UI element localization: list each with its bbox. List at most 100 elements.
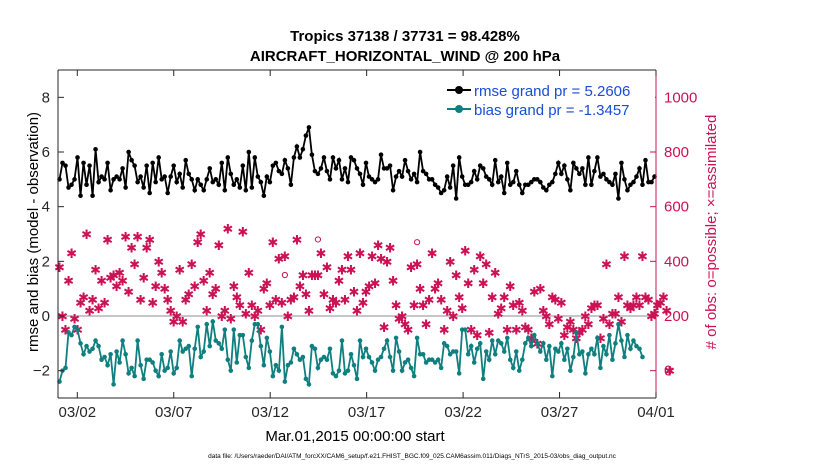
- rmse-point: [495, 179, 501, 185]
- obs-count-marker: ✱: [78, 291, 89, 306]
- bias-point: [213, 338, 219, 343]
- obs-count-marker: ✱: [255, 324, 266, 339]
- obs-count-marker: ✱: [282, 310, 293, 325]
- obs-count-marker: ✱: [379, 321, 390, 336]
- obs-count-marker: ✱: [291, 233, 302, 248]
- obs-count-marker: ✱: [661, 305, 672, 320]
- y-tick-label-left: 8: [42, 89, 50, 106]
- obs-count-marker: ✱: [622, 299, 633, 314]
- obs-possible-marker: [281, 271, 288, 279]
- obs-count-marker: ✱: [382, 255, 393, 270]
- rmse-point: [165, 190, 170, 196]
- obs-count-marker: ✱: [628, 299, 639, 314]
- obs-count-marker: ✱: [165, 305, 176, 320]
- rmse-point: [357, 171, 363, 177]
- obs-count-marker: ✱: [370, 277, 381, 292]
- obs-count-marker: ✱: [388, 274, 399, 289]
- rmse-point: [249, 185, 255, 190]
- rmse-point: [303, 133, 309, 138]
- obs-count-marker: ✱: [460, 244, 471, 259]
- obs-count-marker: ✱: [544, 318, 555, 333]
- bias-point: [444, 343, 450, 349]
- obs-count-marker: ✱: [481, 258, 492, 273]
- bias-point: [420, 351, 426, 357]
- bias-point: [258, 343, 264, 349]
- bias-point: [547, 343, 552, 349]
- bias-point: [625, 332, 630, 338]
- rmse-point: [114, 174, 119, 179]
- bias-point: [541, 341, 546, 346]
- obs-count-marker: ✱: [412, 258, 423, 273]
- obs-count-marker: ✱: [649, 307, 660, 322]
- rmse-point: [510, 179, 516, 185]
- obs-count-marker: ✱: [156, 266, 167, 281]
- rmse-point: [360, 182, 366, 188]
- rmse-point: [210, 179, 216, 185]
- obs-count-marker: ✱: [234, 299, 245, 314]
- obs-count-marker: ✱: [442, 305, 453, 320]
- obs-count-marker: ✱: [433, 277, 444, 292]
- rmse-point: [111, 177, 116, 182]
- obs-count-marker: ✱: [207, 288, 218, 303]
- obs-count-marker: ✱: [99, 296, 110, 311]
- obs-count-marker: ✱: [343, 250, 354, 265]
- bias-point: [516, 368, 522, 373]
- bias-point: [126, 371, 131, 376]
- obs-count-marker: ✱: [604, 318, 615, 333]
- bias-point: [601, 343, 606, 349]
- x-tick-label: 03/07: [155, 404, 193, 421]
- x-tick-label: 04/01: [637, 404, 675, 421]
- rmse-point: [237, 185, 243, 190]
- y-tick-label-left: 0: [42, 308, 50, 325]
- bias-point: [339, 338, 345, 343]
- bias-point: [550, 373, 555, 379]
- bias-point: [640, 354, 645, 360]
- obs-count-marker: ✱: [553, 313, 564, 328]
- bias-point: [165, 365, 170, 371]
- obs-count-marker: ✱: [300, 288, 311, 303]
- obs-count-marker: ✱: [174, 264, 185, 279]
- bias-point: [574, 330, 579, 335]
- chart-title: Tropics 37138 / 37731 = 98.428%: [290, 28, 520, 45]
- obs-count-marker: ✱: [652, 299, 663, 314]
- obs-count-marker: ✱: [589, 299, 600, 314]
- obs-count-marker: ✱: [598, 313, 609, 328]
- bias-point: [264, 335, 270, 341]
- bias-point: [544, 357, 549, 363]
- rmse-point: [69, 182, 74, 188]
- bias-point: [93, 338, 98, 343]
- rmse-point: [201, 187, 207, 193]
- bias-point: [474, 346, 480, 352]
- rmse-point: [607, 179, 612, 185]
- bias-point: [114, 349, 119, 354]
- bias-point: [291, 346, 297, 352]
- obs-count-marker: ✱: [655, 296, 666, 311]
- obs-count-marker: ✱: [297, 269, 308, 284]
- rmse-point: [405, 168, 411, 174]
- bias-point: [429, 357, 435, 363]
- rmse-point: [339, 177, 345, 182]
- bias-point: [577, 351, 582, 357]
- obs-count-marker: ✱: [147, 296, 158, 311]
- bias-point: [249, 338, 255, 343]
- bias-point: [408, 365, 414, 371]
- obs-count-marker: ✱: [610, 307, 621, 322]
- obs-count-marker: ✱: [325, 302, 336, 317]
- obs-count-marker: ✱: [346, 264, 357, 279]
- rmse-point: [541, 185, 546, 190]
- obs-count-marker: ✱: [445, 255, 456, 270]
- obs-count-marker: ✱: [144, 233, 155, 248]
- bias-point: [204, 321, 210, 327]
- rmse-point: [99, 174, 104, 179]
- obs-count-marker: ✱: [337, 264, 348, 279]
- bias-point: [108, 351, 113, 357]
- bias-point: [333, 373, 339, 379]
- obs-count-marker: ✱: [69, 313, 80, 328]
- bias-point: [315, 365, 321, 371]
- y-tick-label-left: 4: [42, 199, 50, 216]
- rmse-point: [330, 155, 336, 160]
- bias-point: [622, 354, 627, 360]
- rmse-point: [189, 177, 195, 182]
- bias-point: [111, 382, 116, 387]
- obs-count-marker: ✱: [66, 247, 77, 262]
